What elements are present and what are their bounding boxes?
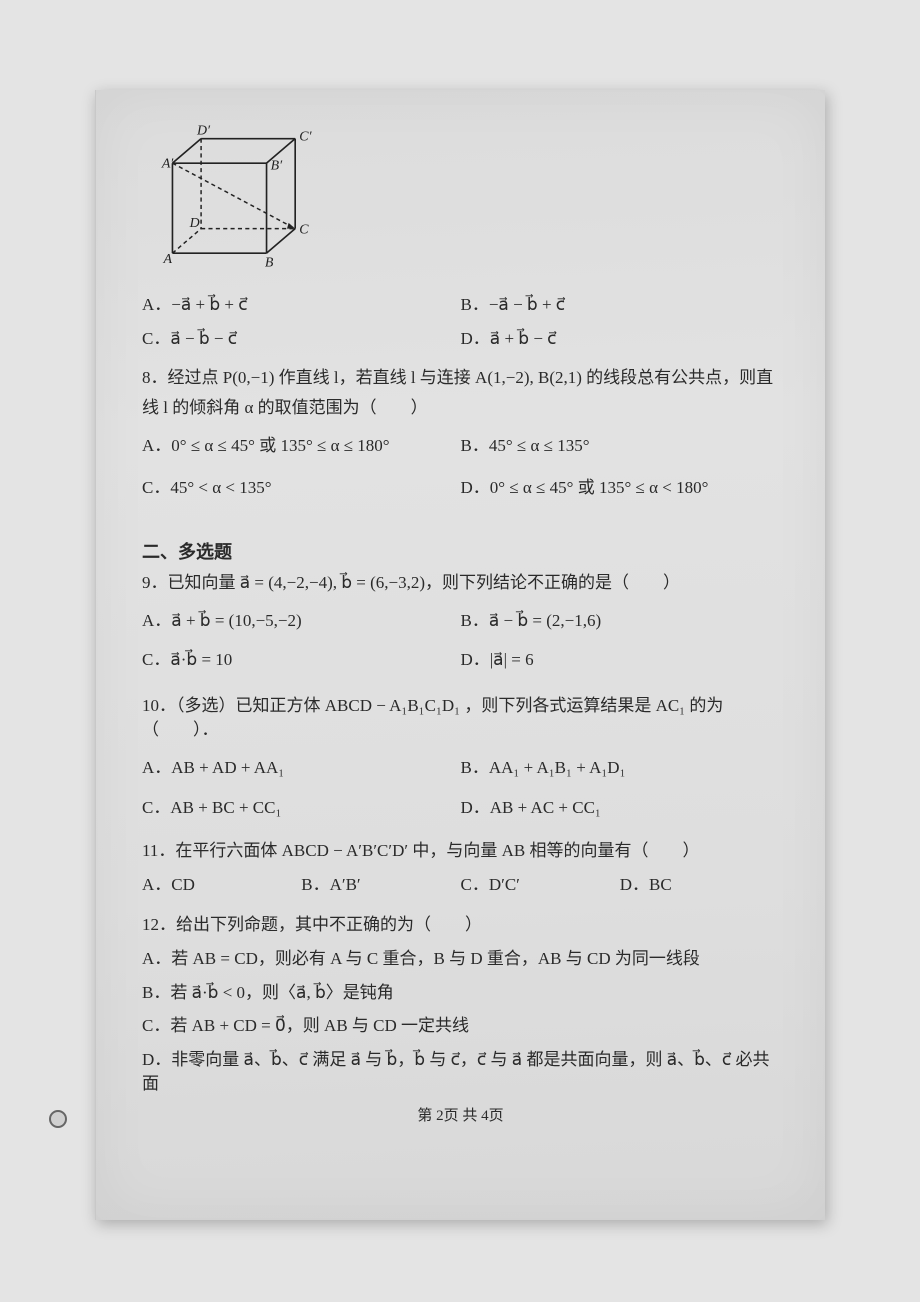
q8-opt-d: D．0° ≤ α ≤ 45° 或 135° ≤ α < 180° [461, 476, 780, 500]
q10-options: A．AB + AD + AA₁ B．AA₁ + A₁B₁ + A₁D₁ C．AB… [142, 756, 779, 830]
q11-stem: 11．在平行六面体 ABCD − A′B′C′D′ 中，与向量 AB 相等的向量… [142, 839, 779, 863]
page-wrapper: A′ B′ C′ D′ A B C D A．−a⃗ + b⃗ + c⃗ B．−a… [95, 90, 825, 1220]
q11-opt-c: C．D′C′ [461, 873, 620, 897]
q9-opt-b: B．a⃗ − b⃗ = (2,−1,6) [461, 609, 780, 633]
q12-opt-b: B．若 a⃗·b⃗ < 0，则〈a⃗, b⃗〉是钝角 [142, 981, 779, 1005]
q9-options: A．a⃗ + b⃗ = (10,−5,−2) B．a⃗ − b⃗ = (2,−1… [142, 609, 779, 683]
q10-opt-b: B．AA₁ + A₁B₁ + A₁D₁ [461, 756, 780, 780]
section-2-heading: 二、多选题 [142, 540, 779, 565]
q10-stem: 10．（多选）已知正方体 ABCD − A₁B₁C₁D₁ ，则下列各式运算结果是… [142, 694, 779, 742]
lbl-B: B [265, 255, 274, 270]
q9-opt-c: C．a⃗·b⃗ = 10 [142, 648, 461, 672]
lbl-D: D [189, 216, 200, 231]
lbl-A: A [162, 252, 172, 267]
q11-opt-d: D．BC [620, 873, 779, 897]
lbl-Bp: B′ [271, 159, 283, 174]
lbl-Cp: C′ [299, 129, 312, 144]
q12-options: A．若 AB = CD，则必有 A 与 C 重合，B 与 D 重合，AB 与 C… [142, 947, 779, 1096]
q8-opt-a: A．0° ≤ α ≤ 45° 或 135° ≤ α ≤ 180° [142, 434, 461, 458]
q12-stem: 12．给出下列命题，其中不正确的为（ ） [142, 913, 779, 937]
q8-opt-c: C．45° < α < 135° [142, 476, 461, 500]
lbl-C: C [299, 223, 309, 238]
q11-opt-b: B．A′B′ [301, 873, 460, 897]
cube-svg: A′ B′ C′ D′ A B C D [152, 120, 332, 280]
binder-hole-icon [49, 1110, 67, 1128]
q7-options: A．−a⃗ + b⃗ + c⃗ B．−a⃗ − b⃗ + c⃗ C．a⃗ − b… [142, 293, 779, 361]
q8-stem-line2: 线 l 的倾斜角 α 的取值范围为（ ） [142, 396, 779, 420]
exam-page: A′ B′ C′ D′ A B C D A．−a⃗ + b⃗ + c⃗ B．−a… [95, 90, 825, 1220]
q8-opt-b: B．45° ≤ α ≤ 135° [461, 434, 780, 458]
q10-opt-d: D．AB + AC + CC₁ [461, 796, 780, 820]
q8-options: A．0° ≤ α ≤ 45° 或 135° ≤ α ≤ 180° B．45° ≤… [142, 434, 779, 518]
q10-opt-c: C．AB + BC + CC₁ [142, 796, 461, 820]
q11-opt-a: A．CD [142, 873, 301, 897]
page-footer: 第 2页 共 4页 [142, 1106, 779, 1127]
q11-options: A．CD B．A′B′ C．D′C′ D．BC [142, 873, 779, 907]
q9-opt-d: D．|a⃗| = 6 [461, 648, 780, 672]
q10-opt-a: A．AB + AD + AA₁ [142, 756, 461, 780]
q8-stem-line1: 8．经过点 P(0,−1) 作直线 l，若直线 l 与连接 A(1,−2), B… [142, 366, 779, 390]
cube-figure: A′ B′ C′ D′ A B C D [152, 120, 779, 287]
q12-opt-d: D．非零向量 a⃗、b⃗、c⃗ 满足 a⃗ 与 b⃗，b⃗ 与 c⃗，c⃗ 与 … [142, 1048, 779, 1096]
q12-opt-a: A．若 AB = CD，则必有 A 与 C 重合，B 与 D 重合，AB 与 C… [142, 947, 779, 971]
q7-opt-a: A．−a⃗ + b⃗ + c⃗ [142, 293, 461, 317]
lbl-Ap: A′ [161, 156, 174, 171]
q7-opt-b: B．−a⃗ − b⃗ + c⃗ [461, 293, 780, 317]
q7-opt-d: D．a⃗ + b⃗ − c⃗ [461, 327, 780, 351]
q9-stem: 9．已知向量 a⃗ = (4,−2,−4), b⃗ = (6,−3,2)，则下列… [142, 571, 779, 595]
lbl-Dp: D′ [196, 124, 211, 139]
q12-opt-c: C．若 AB + CD = 0⃗，则 AB 与 CD 一定共线 [142, 1014, 779, 1038]
canvas: A′ B′ C′ D′ A B C D A．−a⃗ + b⃗ + c⃗ B．−a… [0, 0, 920, 1302]
q9-opt-a: A．a⃗ + b⃗ = (10,−5,−2) [142, 609, 461, 633]
q7-opt-c: C．a⃗ − b⃗ − c⃗ [142, 327, 461, 351]
